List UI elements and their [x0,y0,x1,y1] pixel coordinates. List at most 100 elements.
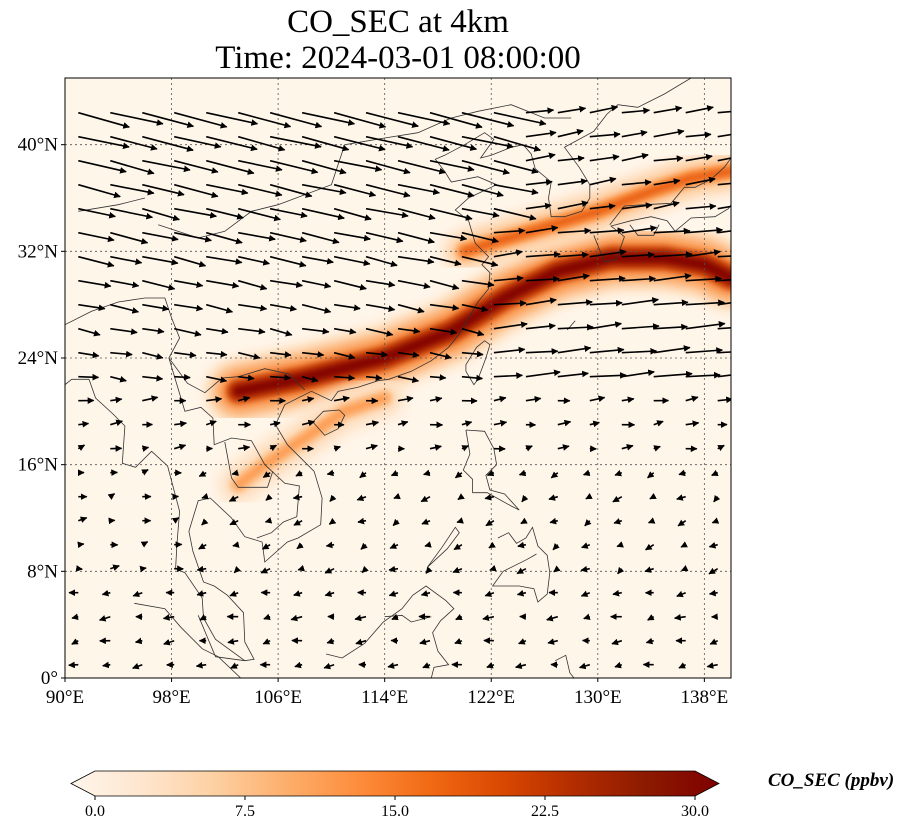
wind-arrow [525,275,560,283]
wind-arrow [77,444,86,452]
wind-arrow [140,541,149,548]
wind-arrow [142,159,191,173]
wind-arrow [269,183,313,198]
colorbar-ticks: 0.0 7.5 15.0 22.5 30.0 [85,796,709,820]
wind-arrow [174,351,197,359]
x-tick-label: 98°E [152,687,190,708]
wind-arrow [621,107,651,115]
plume-band [460,167,731,256]
wind-arrow [71,638,79,645]
wind-arrow [333,303,361,312]
wind-arrow [142,111,195,128]
wind-arrow [685,299,725,307]
wind-arrow [77,541,85,549]
wind-arrow [453,543,463,551]
wind-arrow [229,590,239,597]
wind-arrow [196,565,207,573]
wind-arrow [294,661,303,669]
colorbar-tick-label: 30.0 [681,803,709,820]
wind-arrow [621,369,655,378]
wind-arrow [174,231,212,243]
wind-arrow [201,493,209,500]
wind-arrow [489,564,497,572]
wind-arrow [195,661,207,669]
wind-arrow [198,470,207,478]
wind-arrow [387,662,399,669]
wind-arrow [578,662,591,670]
wind-arrow [98,615,111,622]
wind-arrow [557,444,570,451]
wind-arrow [612,495,623,503]
x-tick-label: 106°E [254,687,302,708]
wind-arrow [162,614,175,621]
wind-arrow [196,590,207,597]
wind-arrow [461,111,515,128]
wind-arrow [429,351,452,360]
wind-arrow [647,517,656,524]
wind-arrow [585,492,593,500]
wind-arrow [238,327,266,335]
map-subtitle: Time: 2024-03-01 08:00:00 [215,40,581,76]
wind-arrow [269,111,323,129]
wind-arrow [717,396,731,404]
wind-arrow [269,327,293,337]
plume-band [234,393,389,489]
wind-arrow [589,420,600,428]
wind-arrow [484,590,495,597]
wind-arrow [269,303,297,312]
wind-arrow [173,183,219,199]
wind-arrow [238,207,281,222]
x-tick-label: 114°E [361,687,408,708]
wind-arrow [110,207,154,220]
wind-arrow [589,154,620,162]
wind-arrow [174,207,217,219]
wind-arrow [429,135,478,151]
wind-arrow [552,542,560,551]
wind-arrow [269,279,303,289]
wind-arrow [553,565,561,573]
wind-arrow [621,179,652,186]
wind-arrow [199,614,207,621]
wind-arrow [621,129,648,138]
wind-arrow [397,207,436,221]
coastline-segment [197,615,245,662]
wind-arrow [78,373,100,381]
wind-arrow [452,566,463,574]
wind-arrow [429,303,460,311]
wind-arrow [653,200,680,210]
wind-arrow [644,566,654,573]
wind-arrow [301,231,340,245]
wind-arrow [142,303,170,312]
wind-arrow [269,159,319,175]
y-tick-label: 24°N [18,348,59,369]
wind-arrow [525,369,561,378]
wind-arrow [301,255,334,265]
coastline-segment [614,686,691,691]
wind-arrow [238,255,270,266]
colorbar-tick-label: 7.5 [235,803,255,820]
y-tick-label: 16°N [18,455,59,476]
wind-arrow [301,396,315,403]
wind-arrow [493,346,526,354]
wind-arrow [429,396,443,403]
wind-arrow [589,275,626,283]
wind-arrow [421,518,431,525]
wind-arrow [621,251,655,259]
colorbar: 0.0 7.5 15.0 22.5 30.0 [70,770,720,820]
coastline-segment [462,429,520,511]
wind-arrow [429,327,458,336]
wind-arrow [455,613,463,621]
wind-arrow [78,231,115,243]
wind-arrow [521,494,529,503]
wind-arrow [302,327,330,335]
wind-arrow [493,275,524,282]
wind-arrow [616,541,624,548]
wind-arrow [388,565,399,573]
coastline-segment [312,409,346,436]
colorbar-bar [70,770,720,797]
wind-arrow [173,255,207,268]
wind-arrow [653,251,693,258]
wind-arrow [709,638,719,645]
wind-arrow [229,518,239,526]
wind-arrow [262,638,271,645]
